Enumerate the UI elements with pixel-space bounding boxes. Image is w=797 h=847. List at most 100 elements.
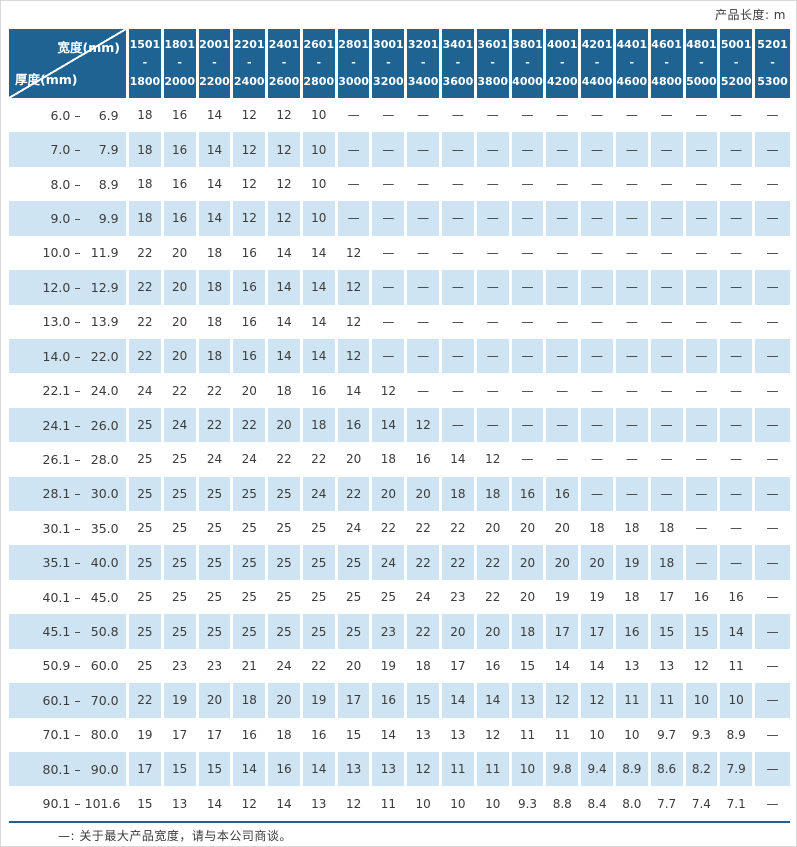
- range-dash: –: [74, 176, 81, 192]
- max-length-cell: —: [581, 304, 616, 339]
- max-length-cell: 18: [511, 614, 547, 649]
- thickness-min: 10.0: [42, 245, 71, 261]
- max-length-cell: —: [476, 270, 512, 305]
- max-length-cell: 12: [337, 235, 373, 271]
- width-range-line1: 2001: [199, 38, 230, 52]
- max-length-cell: —: [476, 304, 512, 339]
- thickness-range-cell: 9.0– 9.9: [9, 201, 129, 236]
- max-length-cell: —: [755, 752, 790, 787]
- max-length-cell: 25: [129, 648, 164, 684]
- max-length-cell: 16: [685, 579, 721, 615]
- thickness-range-cell: 40.1–45.0: [9, 579, 129, 615]
- max-length-cell: 18: [442, 476, 477, 512]
- max-length-cell: 14: [268, 786, 303, 821]
- max-length-cell: 24: [337, 511, 373, 546]
- max-length-cell: 18: [650, 511, 686, 546]
- max-length-cell: 25: [129, 614, 164, 649]
- max-length-cell: 18: [198, 270, 234, 305]
- width-range-header: 4401 - 4600: [615, 29, 651, 98]
- thickness-max: 11.9: [90, 245, 119, 261]
- max-length-cell: 7.4: [685, 786, 721, 821]
- max-length-cell: —: [442, 270, 477, 305]
- max-length-cell: —: [546, 304, 582, 339]
- max-length-cell: 18: [129, 166, 164, 202]
- max-length-cell: 25: [372, 579, 408, 615]
- max-length-cell: —: [615, 132, 651, 167]
- max-length-cell: —: [372, 201, 408, 236]
- max-length-cell: —: [546, 373, 582, 408]
- width-range-header: 4201 - 4400: [581, 29, 616, 98]
- max-length-cell: —: [407, 338, 443, 374]
- thickness-max: 24.0: [90, 383, 119, 399]
- max-length-cell: —: [476, 373, 512, 408]
- width-range-header: 2401 - 2600: [268, 29, 303, 98]
- thickness-range-cell: 35.1–40.0: [9, 545, 129, 580]
- max-length-cell: 8.9: [615, 752, 651, 787]
- width-range-header: 2001 - 2200: [198, 29, 234, 98]
- max-length-cell: —: [546, 338, 582, 374]
- max-length-cell: 16: [268, 752, 303, 787]
- max-length-cell: 20: [268, 683, 303, 718]
- max-length-cell: 17: [581, 614, 616, 649]
- max-length-cell: 16: [546, 476, 582, 512]
- max-length-cell: —: [546, 235, 582, 271]
- max-length-cell: 22: [337, 476, 373, 512]
- thickness-min: 9.0: [50, 210, 71, 226]
- max-length-cell: —: [685, 235, 721, 271]
- max-length-cell: 15: [129, 786, 164, 821]
- max-length-cell: 18: [615, 511, 651, 546]
- table-row: 7.0–7.9 18 16 14 12 12 10— — — — — — — — — — — — —: [9, 132, 790, 167]
- max-length-cell: —: [685, 304, 721, 339]
- max-length-cell: —: [476, 166, 512, 202]
- max-length-cell: 12: [407, 407, 443, 443]
- max-length-cell: —: [755, 717, 790, 753]
- max-length-cell: 16: [720, 579, 756, 615]
- max-length-cell: —: [755, 304, 790, 339]
- max-length-cell: 22: [198, 407, 234, 443]
- max-length-cell: 10: [302, 166, 338, 202]
- max-length-cell: 17: [442, 648, 477, 684]
- max-length-cell: 18: [407, 648, 443, 684]
- max-length-cell: 25: [302, 579, 338, 615]
- max-length-cell: 25: [302, 614, 338, 649]
- width-range-line1: 4001: [546, 38, 578, 52]
- max-length-cell: —: [650, 442, 686, 477]
- width-range-line2: - 4200: [546, 56, 578, 88]
- table-row: 8.0–8.9 18 16 14 12 12 10— — — — — — — — — — — — —: [9, 166, 790, 202]
- max-length-cell: 20: [372, 476, 408, 512]
- width-range-header: 4601 - 4800: [650, 29, 686, 98]
- max-length-cell: —: [407, 132, 443, 167]
- max-length-cell: 25: [233, 614, 269, 649]
- max-length-cell: 7.1: [720, 786, 756, 821]
- range-dash: –: [74, 692, 81, 708]
- max-length-cell: 10: [476, 786, 512, 821]
- max-length-cell: 20: [511, 545, 547, 580]
- max-length-cell: —: [581, 235, 616, 271]
- max-length-cell: 20: [476, 511, 512, 546]
- max-length-cell: —: [720, 98, 756, 133]
- range-dash: –: [74, 589, 81, 605]
- max-length-cell: 16: [476, 648, 512, 684]
- max-length-cell: —: [581, 132, 616, 167]
- max-length-cell: 13: [163, 786, 199, 821]
- max-length-cell: 17: [129, 752, 164, 787]
- max-length-cell: 20: [163, 338, 199, 374]
- max-length-cell: 18: [302, 407, 338, 443]
- max-length-cell: —: [511, 132, 547, 167]
- max-length-cell: 20: [546, 511, 582, 546]
- max-length-cell: —: [615, 201, 651, 236]
- max-length-cell: 14: [268, 304, 303, 339]
- max-length-cell: 14: [581, 648, 616, 684]
- max-length-cell: —: [650, 98, 686, 133]
- max-length-cell: 13: [337, 752, 373, 787]
- thickness-max: 60.0: [90, 658, 119, 674]
- max-length-cell: 25: [233, 476, 269, 512]
- max-length-cell: 22: [129, 235, 164, 271]
- max-length-cell: 12: [337, 786, 373, 821]
- range-dash: –: [74, 796, 81, 812]
- max-length-cell: 12: [233, 201, 269, 236]
- thickness-range-cell: 13.0–13.9: [9, 304, 129, 339]
- table-row: 12.0–12.9 22 20 18 16 14 14 12— — — — — — — — — — — —: [9, 270, 790, 305]
- max-length-cell: —: [720, 166, 756, 202]
- max-length-cell: —: [546, 201, 582, 236]
